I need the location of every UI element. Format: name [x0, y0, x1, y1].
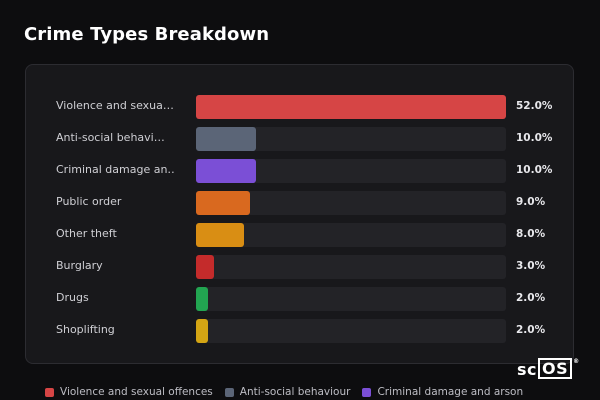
legend-item[interactable]: Anti-social behaviour [224, 386, 351, 398]
logo-boxed-text: OS [538, 358, 573, 379]
legend-swatch [45, 387, 54, 397]
value-label: 3.0% [516, 260, 546, 272]
category-label: Burglary [56, 259, 103, 272]
legend-label: Anti-social behaviour [239, 386, 351, 398]
bar-track [196, 319, 506, 343]
bar-track [196, 159, 506, 183]
bar-row: Violence and sexua… 52.0% [26, 95, 573, 119]
category-label: Drugs [56, 291, 89, 304]
chart-legend: Violence and sexual offences Anti-social … [45, 386, 535, 398]
bar-track [196, 255, 506, 279]
value-label: 9.0% [516, 196, 546, 208]
legend-swatch [362, 387, 372, 397]
value-label: 10.0% [516, 132, 553, 144]
logo-prefix: sc [517, 360, 538, 379]
logo-registered-mark: ® [573, 358, 580, 365]
bar-row: Drugs 2.0% [26, 287, 573, 311]
legend-label: Criminal damage and arson [377, 386, 524, 398]
bar[interactable] [196, 127, 256, 151]
legend-swatch [224, 387, 234, 397]
bar[interactable] [196, 223, 244, 247]
chart-title: Crime Types Breakdown [24, 24, 270, 45]
value-label: 52.0% [516, 100, 553, 112]
category-label: Criminal damage an… [56, 163, 174, 176]
value-label: 8.0% [516, 228, 546, 240]
chart-card: Violence and sexua… 52.0% Anti-social beha… [25, 64, 574, 364]
category-label: Public order [56, 195, 122, 208]
bar-row: Burglary 3.0% [26, 255, 573, 279]
bar[interactable] [196, 159, 256, 183]
value-label: 10.0% [516, 164, 553, 176]
value-label: 2.0% [516, 292, 546, 304]
bar-track [196, 223, 506, 247]
bar-row: Shoplifting 2.0% [26, 319, 573, 343]
bar[interactable] [196, 255, 214, 279]
legend-item[interactable]: Criminal damage and arson [362, 386, 523, 398]
scos-logo: sc OS ® [517, 358, 580, 379]
category-label: Other theft [56, 227, 117, 240]
bar-row: Other theft 8.0% [26, 223, 573, 247]
bar-track [196, 95, 506, 119]
category-label: Violence and sexua… [56, 99, 174, 112]
legend-label: Violence and sexual offences [60, 386, 213, 398]
bar-row: Public order 9.0% [26, 191, 573, 215]
bar[interactable] [196, 95, 506, 119]
bar-rows: Violence and sexua… 52.0% Anti-social beha… [26, 65, 573, 363]
bar-track [196, 287, 506, 311]
bar[interactable] [196, 319, 208, 343]
value-label: 2.0% [516, 324, 546, 336]
category-label: Shoplifting [56, 323, 115, 336]
bar[interactable] [196, 287, 208, 311]
category-label: Anti-social behavi… [56, 131, 165, 144]
bar-track [196, 191, 506, 215]
legend-item[interactable]: Violence and sexual offences [45, 386, 213, 398]
bar-row: Criminal damage an… 10.0% [26, 159, 573, 183]
bar-track [196, 127, 506, 151]
bar-row: Anti-social behavi… 10.0% [26, 127, 573, 151]
bar[interactable] [196, 191, 250, 215]
